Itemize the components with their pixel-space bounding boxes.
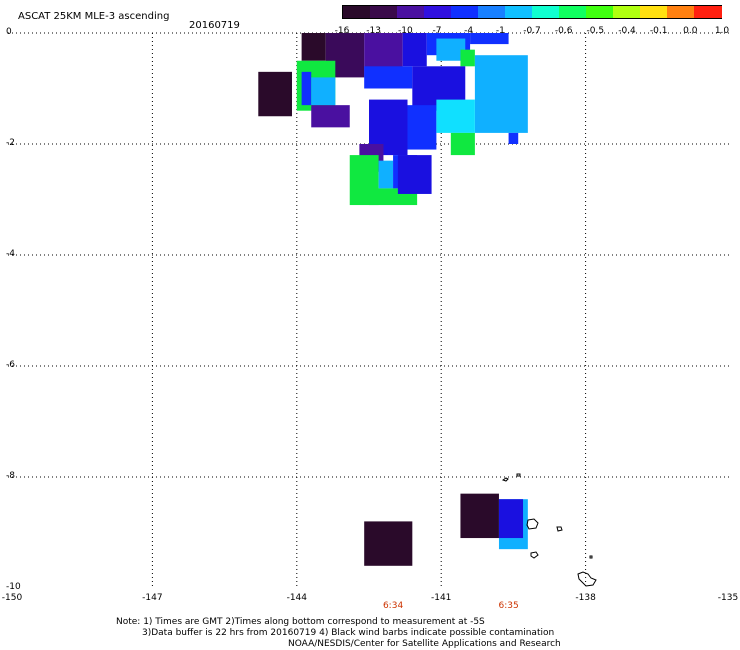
colorbar-label: -0.4 [618, 26, 636, 36]
note-line-3: NOAA/NESDIS/Center for Satellite Applica… [288, 639, 561, 649]
wind-cell [402, 33, 427, 67]
chart-title: ASCAT 25KM MLE-3 ascending [18, 11, 170, 22]
island-outline [526, 518, 539, 530]
x-axis-label: -147 [142, 593, 163, 603]
wind-cell [450, 132, 475, 156]
wind-cell [364, 66, 413, 89]
colorbar-label: -16 [334, 26, 350, 36]
wind-cell [378, 160, 394, 189]
colorbar [342, 5, 722, 19]
y-axis-label: -4 [6, 249, 15, 259]
x-axis-label: -144 [286, 593, 308, 603]
wind-cell [460, 493, 499, 539]
note-line-2: 3)Data buffer is 22 hrs from 20160719 4)… [142, 628, 555, 638]
colorbar-segment [505, 6, 533, 18]
wind-cell [498, 499, 524, 539]
time-label: 6:34 [382, 601, 404, 611]
colorbar-segment [370, 6, 398, 18]
island-outline [516, 473, 521, 477]
x-axis-label: -135 [717, 593, 739, 603]
x-axis-label: -138 [575, 593, 596, 603]
colorbar-segment [424, 6, 452, 18]
colorbar-label: -4 [464, 26, 474, 36]
colorbar-label: -10 [397, 26, 413, 36]
island-outline [556, 526, 563, 532]
colorbar-label: -0.5 [586, 26, 605, 36]
y-axis-label: -2 [6, 138, 15, 148]
chart-date: 20160719 [189, 20, 240, 31]
colorbar-segment [397, 6, 425, 18]
x-axis-label: -150 [1, 593, 23, 603]
wind-cell [258, 71, 292, 117]
colorbar-segment [586, 6, 614, 18]
island-outline [589, 555, 593, 559]
wind-cell [364, 521, 413, 566]
colorbar-segment [532, 6, 560, 18]
y-axis-label: -8 [6, 471, 15, 481]
colorbar-segment [451, 6, 479, 18]
colorbar-label: -0.1 [649, 26, 668, 36]
colorbar-label: 0.0 [683, 26, 698, 36]
wind-cell [397, 155, 432, 194]
colorbar-label: -0.6 [554, 26, 573, 36]
colorbar-segment [667, 6, 695, 18]
wind-cell [407, 105, 437, 150]
y-axis-label: -6 [6, 360, 15, 370]
colorbar-label: -0.7 [523, 26, 541, 36]
note-line-1: Note: 1) Times are GMT 2)Times along bot… [116, 617, 485, 627]
wind-cell [436, 99, 475, 133]
wind-cell [436, 38, 466, 61]
y-axis-label: 0 [6, 27, 12, 37]
wind-cell [311, 77, 336, 106]
colorbar-segment [343, 6, 371, 18]
time-label: 6:35 [498, 601, 519, 611]
colorbar-label: -7 [432, 26, 442, 36]
wind-cell [301, 33, 326, 61]
wind-cell [301, 71, 312, 106]
x-axis-label: -141 [430, 593, 452, 603]
wind-cell [470, 33, 509, 45]
island-outline [577, 571, 597, 587]
colorbar-segment [694, 6, 722, 18]
wind-cell [474, 55, 528, 133]
colorbar-label: 1.0 [714, 26, 730, 36]
colorbar-label: -1 [495, 26, 505, 36]
wind-cell [508, 132, 519, 144]
colorbar-segment [559, 6, 587, 18]
colorbar-segment [613, 6, 641, 18]
island-outline [530, 551, 539, 559]
colorbar-segment [640, 6, 668, 18]
colorbar-segment [478, 6, 506, 18]
colorbar-label: -13 [366, 26, 382, 36]
wind-cell [460, 49, 475, 67]
y-axis-label: -10 [6, 582, 21, 592]
wind-cell [311, 105, 350, 128]
island-outline [501, 477, 509, 482]
